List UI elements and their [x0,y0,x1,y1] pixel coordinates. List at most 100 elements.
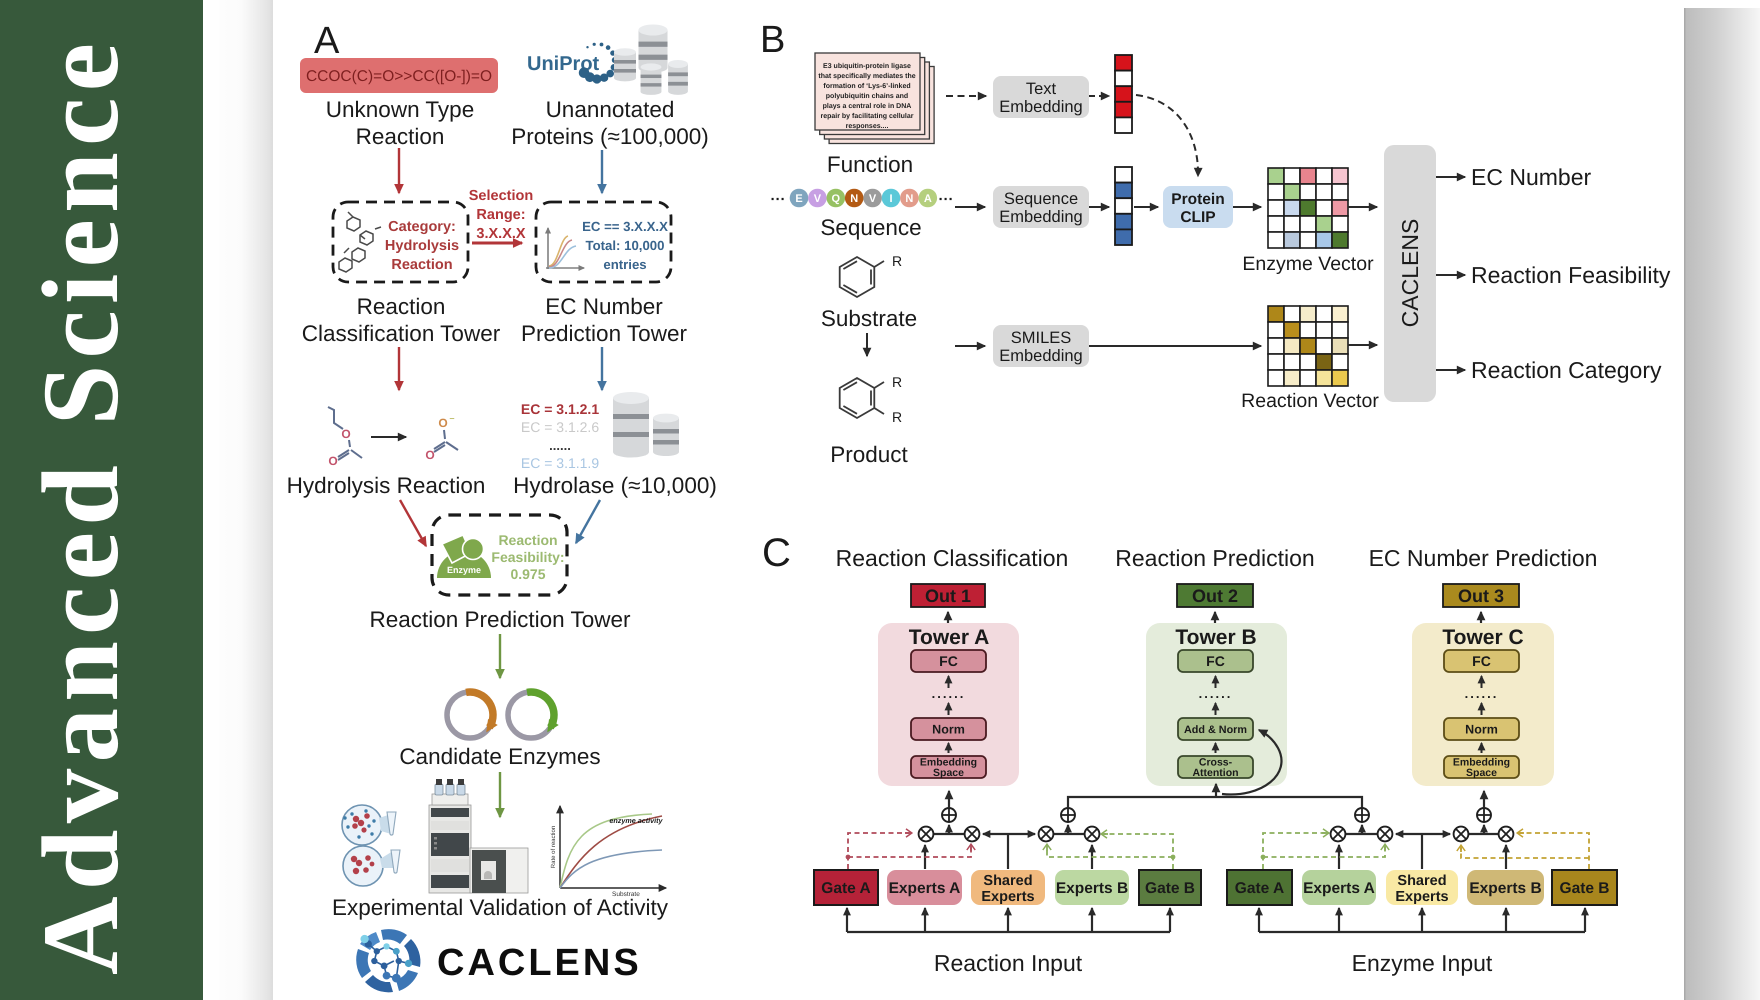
svg-text:formation of ‘Lys-6’-linked: formation of ‘Lys-6’-linked [823,82,910,90]
svg-text:Enzyme Vector: Enzyme Vector [1242,253,1374,275]
svg-text:Norm: Norm [932,723,965,737]
svg-text:Q: Q [832,193,841,205]
svg-text:Category:: Category: [388,219,456,235]
svg-text:Advanced Science: Advanced Science [20,43,141,975]
svg-text:Reaction Vector: Reaction Vector [1241,390,1379,412]
svg-text:Sequence: Sequence [820,215,921,240]
svg-text:that specifically mediates the: that specifically mediates the [818,72,915,80]
svg-text:Embedding: Embedding [999,208,1082,226]
svg-text:O: O [328,454,337,468]
svg-text:EC Number: EC Number [545,294,663,319]
svg-text:V: V [814,193,822,205]
svg-text:···: ··· [771,191,786,208]
svg-text:Candidate Enzymes: Candidate Enzymes [399,744,600,769]
svg-text:Gate A: Gate A [821,880,870,897]
svg-text:EC == 3.X.X.X: EC == 3.X.X.X [582,219,668,234]
svg-text:......: ...... [1465,686,1499,701]
svg-text:EC = 3.1.1.9: EC = 3.1.1.9 [521,455,599,471]
svg-text:Tower A: Tower A [909,626,990,649]
svg-text:Tower C: Tower C [1442,626,1523,649]
svg-text:C: C [762,531,791,575]
svg-text:responses....: responses.... [846,123,889,130]
svg-text:FC: FC [939,653,958,669]
svg-text:Experts B: Experts B [1469,880,1541,897]
svg-text:Classification Tower: Classification Tower [302,321,501,346]
svg-text:N: N [905,193,913,205]
svg-text:Out 3: Out 3 [1458,586,1504,606]
svg-text:Shared: Shared [983,873,1032,889]
svg-text:Text: Text [1026,80,1057,98]
svg-text:Space: Space [1466,767,1497,779]
svg-text:Embedding: Embedding [999,98,1082,116]
svg-text:Reaction Feasibility: Reaction Feasibility [1471,262,1671,288]
svg-text:Function: Function [827,152,913,177]
svg-text:Feasibility:: Feasibility: [491,549,564,565]
svg-text:Attention: Attention [1192,767,1238,779]
svg-text:EC Number: EC Number [1471,164,1591,190]
svg-text:......: ...... [932,686,966,701]
svg-text:R: R [892,253,902,269]
svg-text:Reaction: Reaction [391,257,452,273]
svg-text:I: I [889,193,892,205]
svg-text:Shared: Shared [1397,873,1446,889]
svg-text:FC: FC [1472,653,1491,669]
svg-text:Reaction Input: Reaction Input [934,950,1083,976]
svg-text:A: A [924,193,932,205]
svg-text:Norm: Norm [1465,723,1498,737]
svg-text:Experts A: Experts A [1303,880,1375,897]
svg-text:Protein: Protein [1171,191,1224,208]
svg-text:R: R [892,409,902,425]
svg-text:CACLENS: CACLENS [437,942,642,984]
svg-text:E3 ubiquitin-protein ligase: E3 ubiquitin-protein ligase [823,62,911,70]
svg-text:CCOC(C)=O>>CC([O-])=O: CCOC(C)=O>>CC([O-])=O [306,68,492,85]
svg-text:EC Number Prediction: EC Number Prediction [1369,545,1598,571]
svg-text:Experts B: Experts B [1056,880,1128,897]
svg-text:Reaction Prediction: Reaction Prediction [1115,545,1314,571]
svg-text:......: ...... [549,438,571,453]
svg-text:Reaction Prediction Tower: Reaction Prediction Tower [370,607,631,632]
svg-text:V: V [869,193,877,205]
svg-text:entries: entries [603,257,646,272]
svg-text:EC = 3.1.2.1: EC = 3.1.2.1 [521,401,599,417]
svg-text:Reaction Category: Reaction Category [1471,357,1662,383]
svg-text:E: E [795,193,802,205]
svg-text:Enzyme: Enzyme [447,565,481,575]
svg-text:O: O [438,416,447,430]
svg-text:Total: 10,000: Total: 10,000 [586,238,665,253]
svg-text:Embedding: Embedding [999,347,1082,365]
svg-text:Experts: Experts [1395,889,1448,905]
svg-text:–: – [449,413,454,423]
svg-text:Reaction: Reaction [498,532,557,548]
svg-text:Tower B: Tower B [1175,626,1256,649]
svg-text:Range:: Range: [476,207,525,223]
svg-text:Experimental Validation of Act: Experimental Validation of Activity [332,895,669,920]
svg-text:R: R [892,374,902,390]
svg-text:N: N [850,193,858,205]
svg-text:O: O [425,448,434,462]
svg-text:Enzyme Input: Enzyme Input [1352,950,1493,976]
svg-text:Experts A: Experts A [889,880,961,897]
svg-text:Reaction: Reaction [356,124,445,149]
svg-text:Rate of reaction: Rate of reaction [550,826,557,868]
svg-text:Selection: Selection [469,188,533,204]
svg-text:Gate B: Gate B [1560,880,1610,897]
svg-text:polyubiquitin chains and: polyubiquitin chains and [826,92,908,100]
svg-text:Unknown Type: Unknown Type [326,97,474,122]
svg-text:......: ...... [1199,686,1233,701]
svg-text:Substrate: Substrate [612,891,640,898]
svg-text:Add & Norm: Add & Norm [1184,724,1247,736]
svg-text:Unannotated: Unannotated [546,97,675,122]
svg-text:Out 1: Out 1 [925,586,971,606]
svg-text:A: A [314,20,340,62]
svg-text:Proteins (≈100,000): Proteins (≈100,000) [511,124,708,149]
svg-text:Hydrolase (≈10,000): Hydrolase (≈10,000) [513,473,717,498]
svg-text:···: ··· [939,191,954,208]
svg-text:Out 2: Out 2 [1192,586,1238,606]
svg-text:Hydrolysis: Hydrolysis [385,238,459,254]
svg-text:Embedding: Embedding [1453,757,1510,769]
svg-text:plays a central role in DNA: plays a central role in DNA [823,102,912,110]
svg-text:O: O [341,427,350,441]
svg-text:Hydrolysis Reaction: Hydrolysis Reaction [287,473,486,498]
svg-text:Substrate: Substrate [821,306,917,331]
svg-text:repair by facilitating cellula: repair by facilitating cellular [821,112,914,120]
